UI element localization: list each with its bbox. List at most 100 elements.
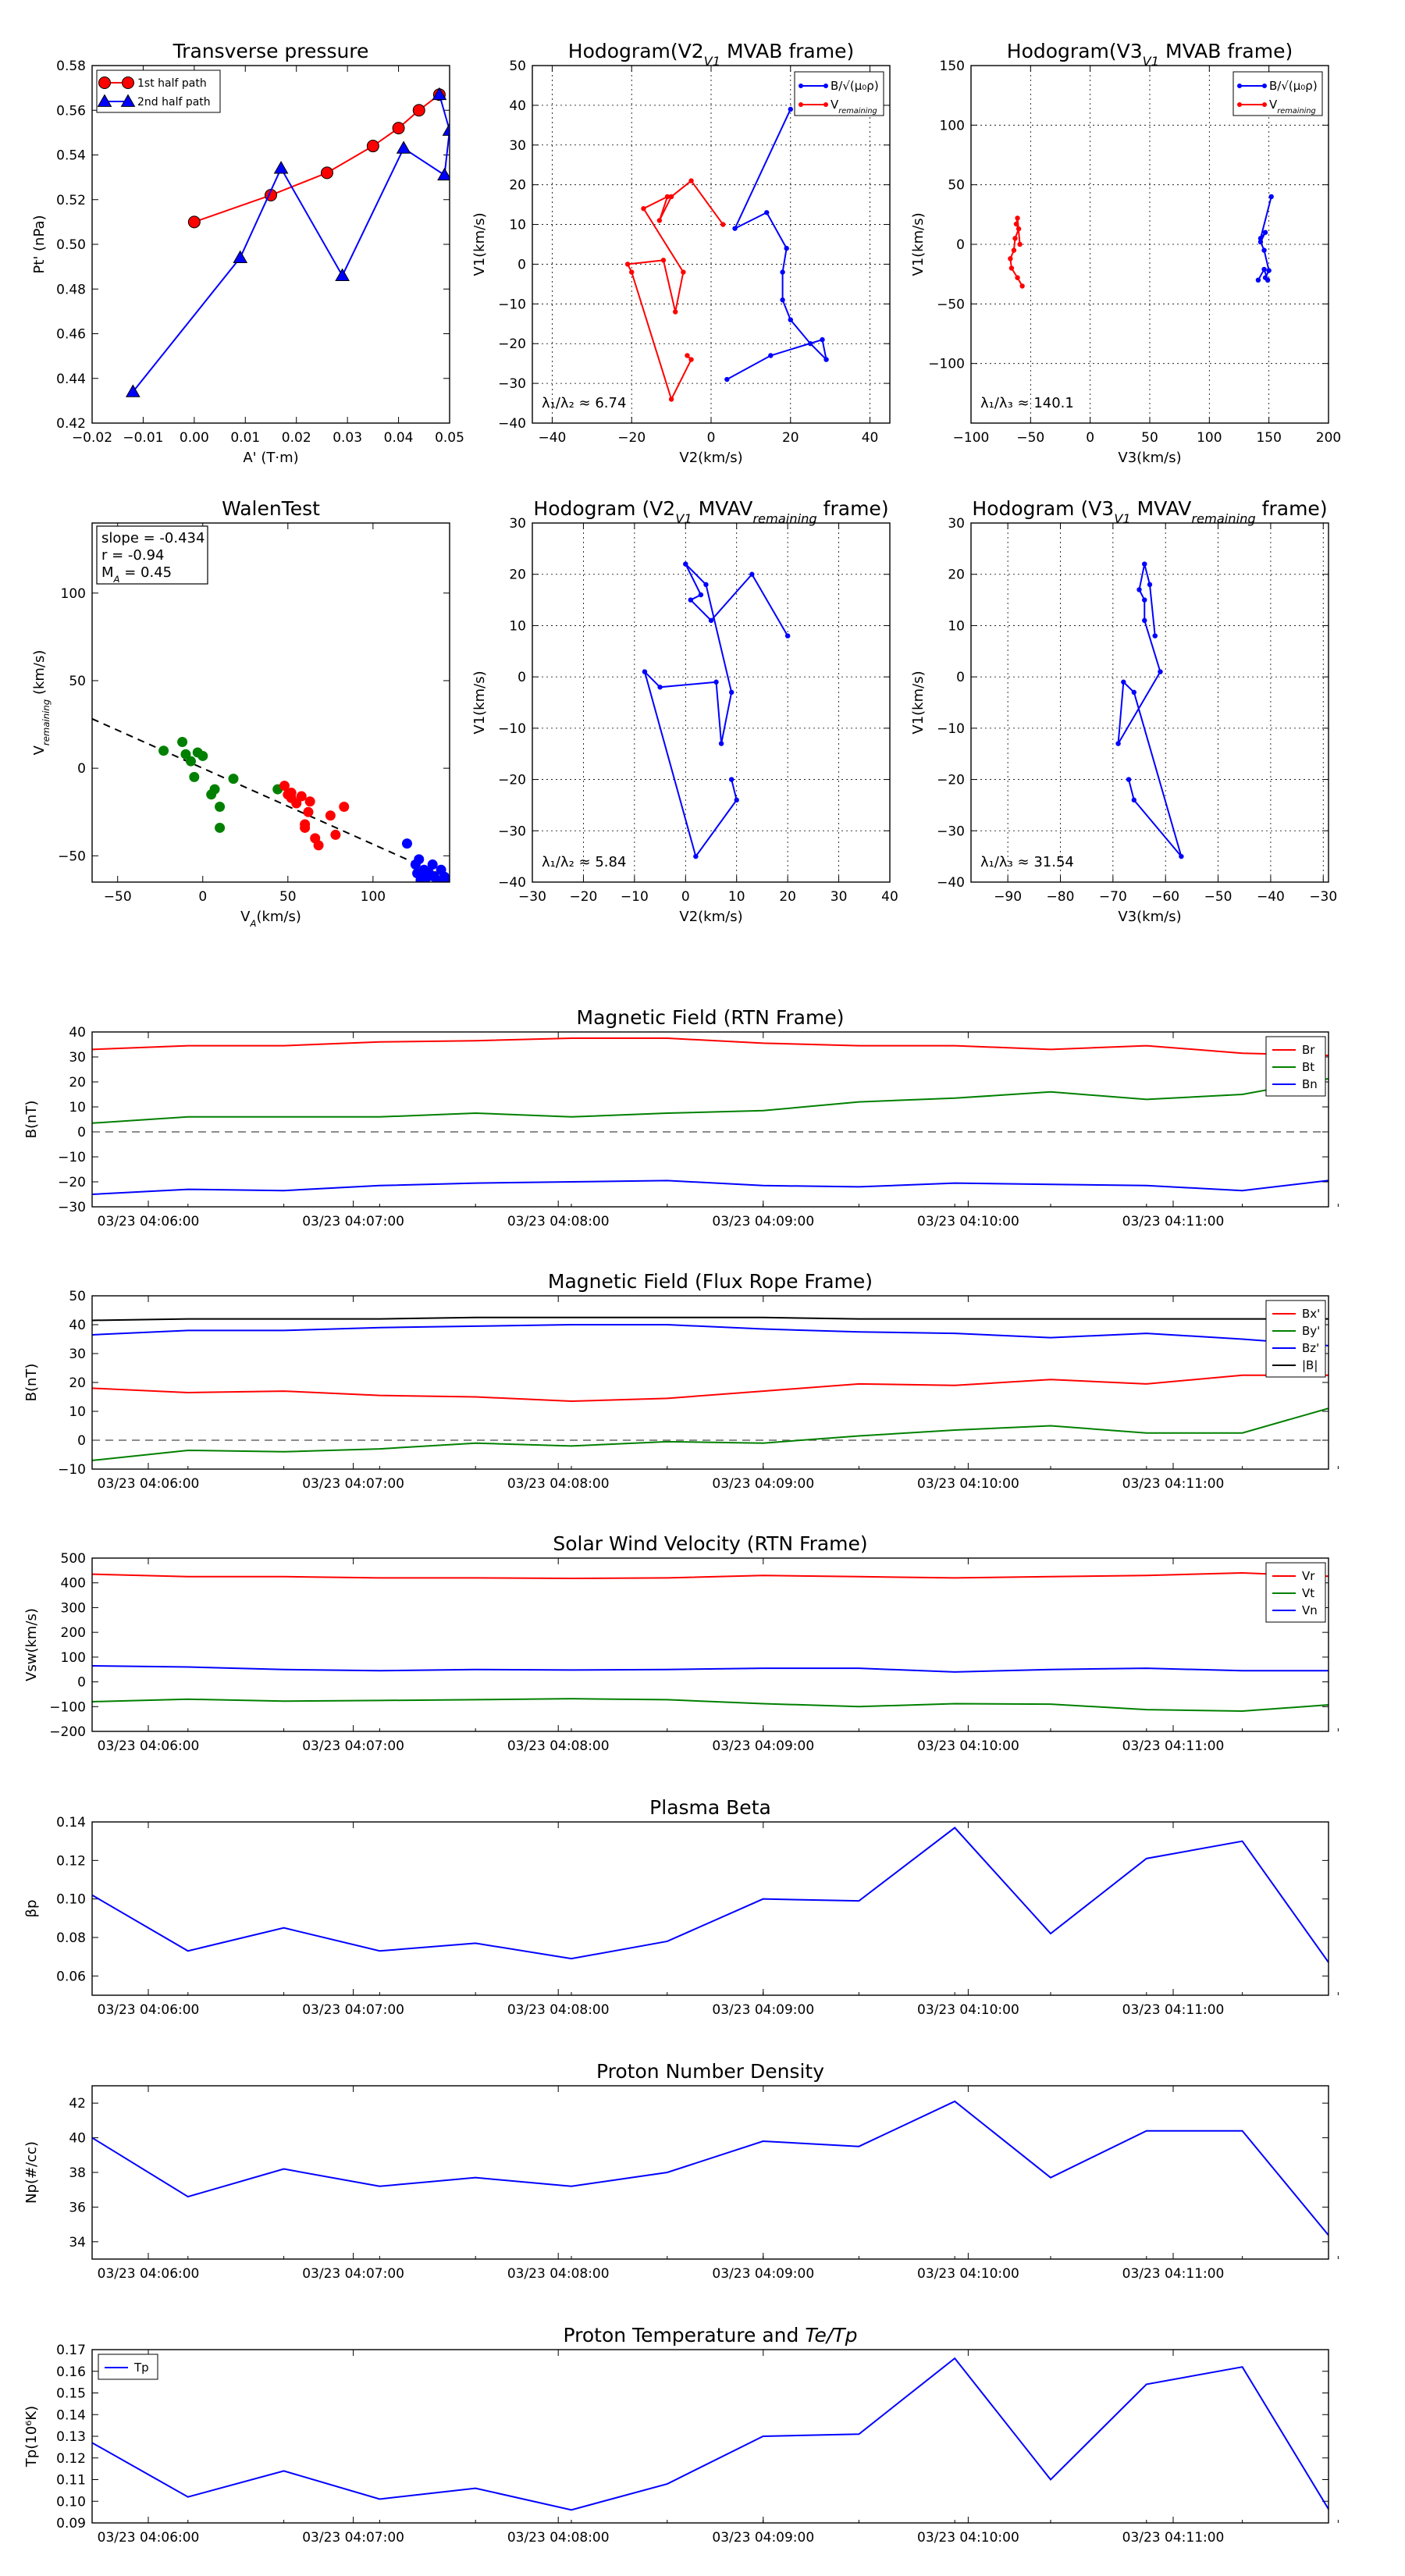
y-tick-label: 0.54 [56,148,86,164]
legend-entry: Vr [1302,1569,1315,1583]
time-tick-label: 03/23 04:08:00 [507,2002,610,2018]
mag_rtn-panel: −30 −20 −10 0 10 20 30 40 03/23 04:06:00 03/23 04… [23,1006,1339,1229]
x-tick-label: −20 [617,430,646,446]
data-point [673,309,678,315]
legend-entry: 2nd half path [137,96,211,109]
data-point [713,679,719,685]
hodo_v3v1_mvav-panel: −90 −80 −70 −60 −50 −40 −30 −40 −30 −20 −10 0 10 20 30… [910,497,1337,925]
vsw-panel: −200 −100 0 100 200 300 400 500 03/23 04:06:00 03… [23,1532,1339,1754]
data-point [728,689,735,696]
y-tick-label: −40 [498,875,526,891]
label-part: frame) [817,497,889,520]
x-tick-label: 40 [862,430,879,446]
label-subscript: remaining [838,107,877,116]
y-tick-label: 300 [61,1600,86,1616]
label-part: Hodogram(V3 [1007,40,1143,62]
label-part: V1(km/s) [910,671,927,734]
y-axis-label: Pt' (nPa) [31,215,48,273]
x-tick-label: 50 [279,889,297,905]
series-line-B [1257,196,1272,281]
chart-title: Transverse pressure [173,40,369,62]
x-tick-label: −100 [953,430,990,446]
x-axis-label: V2(km/s) [679,450,742,466]
y-tick-label: 40 [509,98,526,114]
data-point [688,178,694,183]
y-tick-label: −20 [498,336,526,352]
series-line-Np [92,2100,1329,2237]
hodo_v2v1_mvav-panel: −30 −20 −10 0 10 20 30 40−40−30−20−100102030Hod… [471,497,898,925]
label-part: B/√(μ₀ρ) [1269,79,1318,93]
y-tick-label: 34 [69,2235,86,2250]
hodo_v3v1_mvab-data [1008,194,1274,289]
time-tick-label: 03/23 04:11:00 [1122,2530,1225,2546]
legend-dot [823,84,828,88]
data-point [641,206,646,212]
y-tick-label: 100 [940,118,965,133]
label-part: V2(km/s) [679,450,742,466]
chart-title: Solar Wind Velocity (RTN Frame) [553,1532,867,1555]
stats-line: slope = -0.434 [101,530,205,546]
time-tick-label: 03/23 04:08:00 [507,1214,610,1229]
data-point [693,853,699,859]
data-point [185,756,196,767]
time-tick-label: 03/23 04:10:00 [917,1738,1019,1754]
y-tick-label: −30 [498,376,526,392]
legend-marker [120,94,136,107]
time-tick-label: 03/23 04:10:00 [917,2530,1019,2546]
label-part: V1(km/s) [471,212,488,276]
label-part: V3(km/s) [1118,450,1181,466]
data-point [296,791,307,802]
x-tick-label: 20 [782,430,799,446]
data-point [1142,597,1147,603]
x-tick-label: 10 [728,889,745,905]
data-point [784,245,789,251]
transverse-panel: −0.02 −0.01 0.00 0.01 0.02 0.03 0.04 0.05 0.42 0.… [31,40,464,466]
y-tick-label: 10 [948,618,965,634]
time-tick-label: 03/23 04:10:00 [917,1214,1019,1229]
y-tick-label: −20 [937,773,965,788]
label-part: V2(km/s) [679,909,742,925]
data-point [657,685,663,690]
data-point [273,161,289,174]
plot-frame [91,65,450,424]
y-axis-label: Np(#/cc) [23,2141,40,2204]
data-point [728,777,735,782]
chart-title: Hodogram(V3V1 MVAB frame) [1007,40,1293,69]
y-tick-label: 400 [61,1576,86,1592]
series-line-V [1009,218,1023,286]
legend-box [794,71,884,116]
data-point [291,798,302,809]
y-tick-label: 30 [509,138,526,154]
time-tick-label: 03/23 04:11:00 [1122,2002,1225,2018]
y-tick-label: −50 [58,849,86,864]
legend-entry: By' [1302,1324,1320,1338]
label-subscript: V1 [675,511,692,526]
data-point [780,297,785,303]
y-tick-label: 10 [509,218,526,233]
data-point [820,336,825,343]
label-part: slope = -0.434 [101,530,205,546]
y-tick-label: 10 [509,618,526,634]
data-point [396,141,411,154]
data-point [1011,247,1017,253]
data-point [1152,633,1158,639]
data-point [1013,221,1019,227]
data-point [1008,265,1015,271]
legend-entry: Vt [1302,1586,1314,1600]
data-point [313,840,324,851]
data-point [442,123,450,136]
time-tick-label: 03/23 04:07:00 [302,2266,404,2282]
y-axis-label: Vremaining (km/s) [31,650,52,756]
y-tick-label: −20 [498,773,526,788]
time-tick-label: 03/23 04:08:00 [507,2266,610,2282]
y-tick-label: 40 [69,1025,86,1041]
y-tick-label: 0.08 [56,1930,86,1946]
y-tick-label: 0.16 [56,2364,86,2380]
data-point [1261,247,1267,253]
data-point [187,215,201,229]
data-point [1121,679,1126,685]
time-tick-label: 03/23 04:11:00 [1122,1214,1225,1229]
time-tick-label: 03/23 04:10:00 [917,2266,1019,2282]
data-point [1016,226,1022,232]
